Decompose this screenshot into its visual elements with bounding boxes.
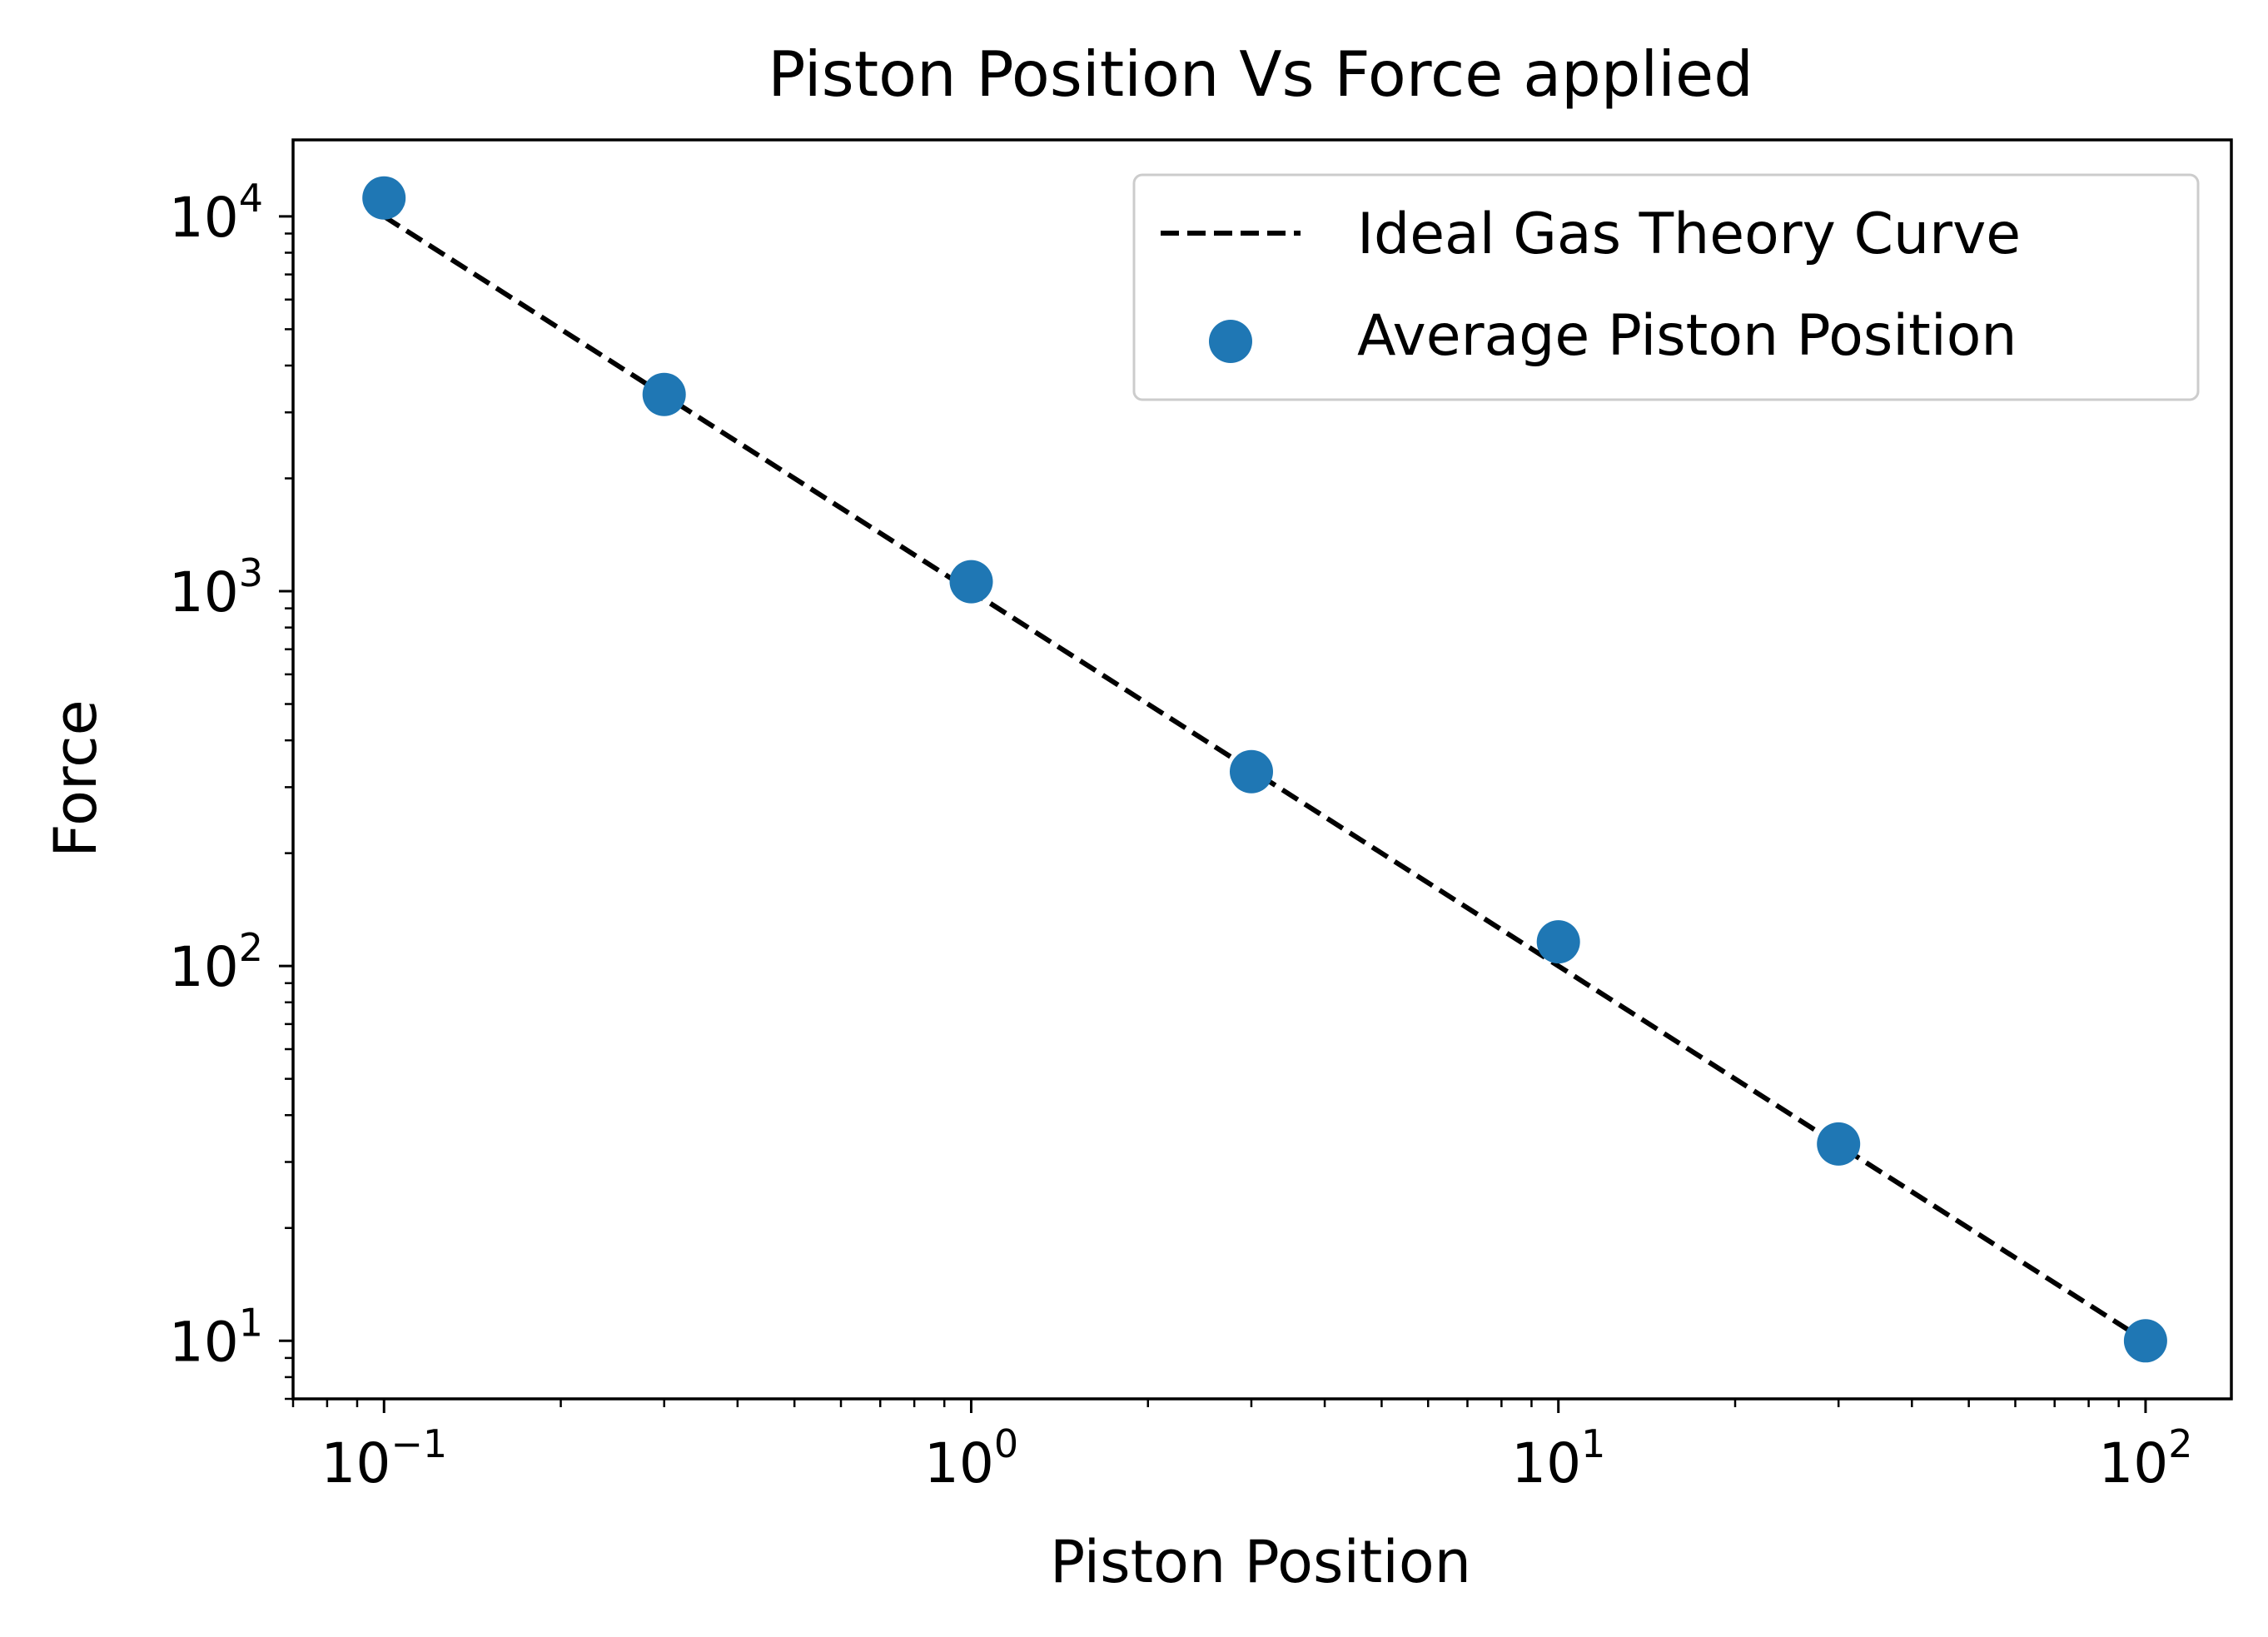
x-axis-label: Piston Position: [1050, 1528, 1471, 1596]
x-tick-label: 10−1: [321, 1421, 447, 1495]
scatter-point: [1817, 1122, 1861, 1166]
plot-area: [291, 138, 2233, 1401]
legend-box: [1132, 173, 2200, 401]
scatter-point: [949, 560, 993, 604]
legend-label: Ideal Gas Theory Curve: [1357, 202, 2021, 267]
legend-marker-swatch: [1209, 320, 1252, 363]
x-tick-label: 102: [2098, 1421, 2192, 1495]
plot-frame: [291, 138, 2233, 1401]
axis-ticks: 10−1 100 101 102 101 102 103 104: [169, 176, 2193, 1495]
chart-title: Piston Position Vs Force applied: [768, 37, 1753, 111]
y-tick-label: 103: [169, 550, 263, 624]
scatter-point: [362, 176, 406, 220]
scatter-point: [642, 372, 686, 416]
y-tick-label: 101: [169, 1300, 263, 1374]
x-tick-label: 100: [924, 1421, 1018, 1495]
scatter-point: [1536, 920, 1580, 964]
scatter-point: [2123, 1319, 2167, 1363]
x-tick-label: 101: [1511, 1421, 1605, 1495]
y-axis-label: Force: [42, 699, 110, 857]
y-tick-label: 102: [169, 925, 263, 999]
legend: Ideal Gas Theory Curve Average Piston Pos…: [1132, 173, 2200, 401]
y-tick-label: 104: [169, 176, 263, 250]
scatter-point: [1230, 749, 1273, 794]
legend-label: Average Piston Position: [1357, 303, 2017, 369]
